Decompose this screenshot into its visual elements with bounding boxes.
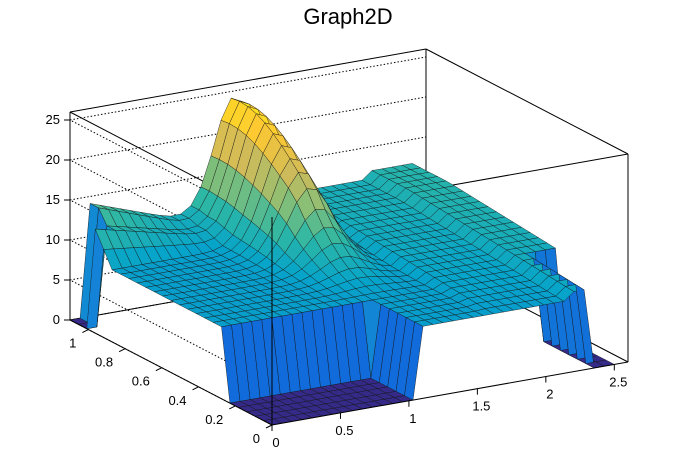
x-tick-label: 0.5 [335,423,353,438]
top-back-edge [69,48,427,113]
x-tick-label: 2 [546,387,553,402]
chart-title: Graph2D [303,4,393,29]
y-tick [82,329,89,333]
y-tick-label: 0 [253,431,260,446]
y-tick [155,367,163,372]
z-tick-label: 10 [46,232,60,247]
y-tick [229,405,236,410]
z-tick-label: 25 [46,112,60,127]
y-tick-label: 1 [69,336,76,351]
y-tick-label: 0.6 [132,374,150,389]
x-tick-label: 2.5 [609,374,627,389]
z-gridline-back [69,136,427,201]
y-tick-label: 0.8 [95,355,113,370]
left-floor-edge [69,319,273,426]
front-frame [69,217,629,426]
y-tick [118,348,126,353]
y-tick [192,386,199,391]
x-tick-label: 1.5 [472,399,490,414]
z-gridline-back [69,56,427,121]
surface-mesh [69,97,615,426]
z-gridline-left [69,159,273,266]
z-tick-label: 15 [46,192,60,207]
z-gridline-left [69,279,273,386]
z-gridline-back [69,96,427,161]
z-tick-label: 0 [53,312,60,327]
y-tick-label: 0.4 [168,393,186,408]
front-floor-edge [271,361,629,426]
z-tick-label: 20 [46,152,60,167]
x-tick-label: 1 [409,411,416,426]
y-tick-label: 0.2 [205,412,223,427]
x-tick-label: 0 [272,435,279,450]
z-gridline-left [69,119,273,226]
y-tick [265,424,273,429]
z-tick-label: 5 [53,272,60,287]
top-right-edge [425,48,629,155]
